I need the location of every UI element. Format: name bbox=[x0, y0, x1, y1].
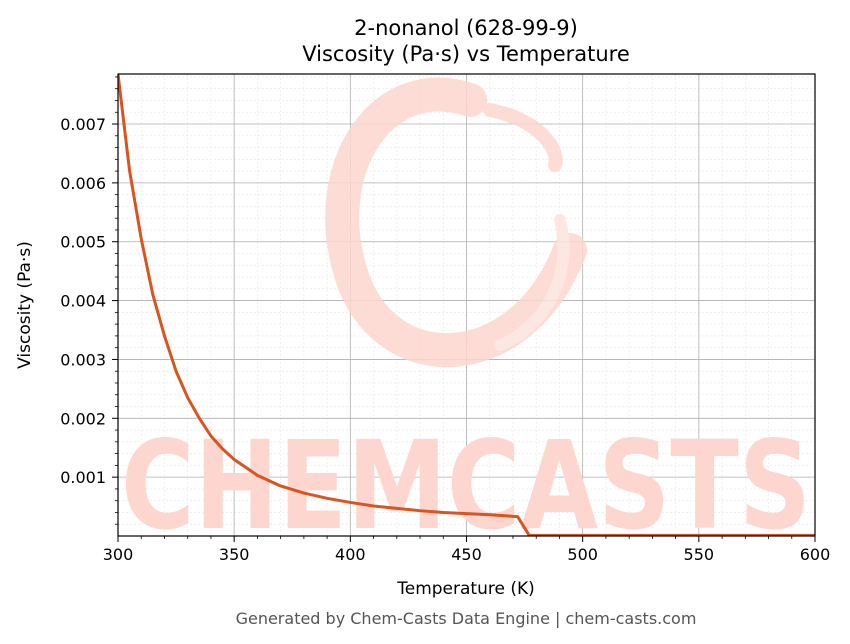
viscosity-series-line bbox=[118, 74, 815, 536]
chart-subtitle: Viscosity (Pa·s) vs Temperature bbox=[302, 42, 630, 66]
y-tick-label: 0.004 bbox=[60, 292, 106, 311]
x-tick-label: 400 bbox=[335, 545, 366, 564]
y-axis: 0.001 0.002 0.003 0.004 0.005 0.006 0.007 bbox=[60, 76, 118, 525]
y-tick-label: 0.001 bbox=[60, 468, 106, 487]
x-tick-label: 500 bbox=[567, 545, 598, 564]
x-axis: 300 350 400 450 500 550 600 bbox=[103, 536, 831, 564]
y-tick-label: 0.007 bbox=[60, 115, 106, 134]
y-axis-label: Viscosity (Pa·s) bbox=[15, 241, 35, 369]
watermark-text: CHEMCASTS bbox=[121, 415, 811, 557]
chemcasts-watermark: CHEMCASTS bbox=[121, 77, 811, 557]
x-tick-label: 600 bbox=[800, 545, 831, 564]
x-tick-label: 300 bbox=[103, 545, 134, 564]
x-tick-label: 450 bbox=[451, 545, 482, 564]
y-tick-label: 0.005 bbox=[60, 233, 106, 252]
series-layer bbox=[118, 74, 815, 536]
y-tick-label: 0.003 bbox=[60, 350, 106, 369]
chart-title: 2-nonanol (628-99-9) bbox=[354, 16, 578, 40]
watermark-swirl-logo bbox=[325, 77, 587, 367]
x-tick-label: 550 bbox=[684, 545, 715, 564]
x-tick-label: 350 bbox=[219, 545, 250, 564]
footer-credit: Generated by Chem-Casts Data Engine | ch… bbox=[236, 609, 697, 628]
y-tick-label: 0.006 bbox=[60, 174, 106, 193]
x-axis-label: Temperature (K) bbox=[396, 579, 535, 599]
y-tick-label: 0.002 bbox=[60, 409, 106, 428]
